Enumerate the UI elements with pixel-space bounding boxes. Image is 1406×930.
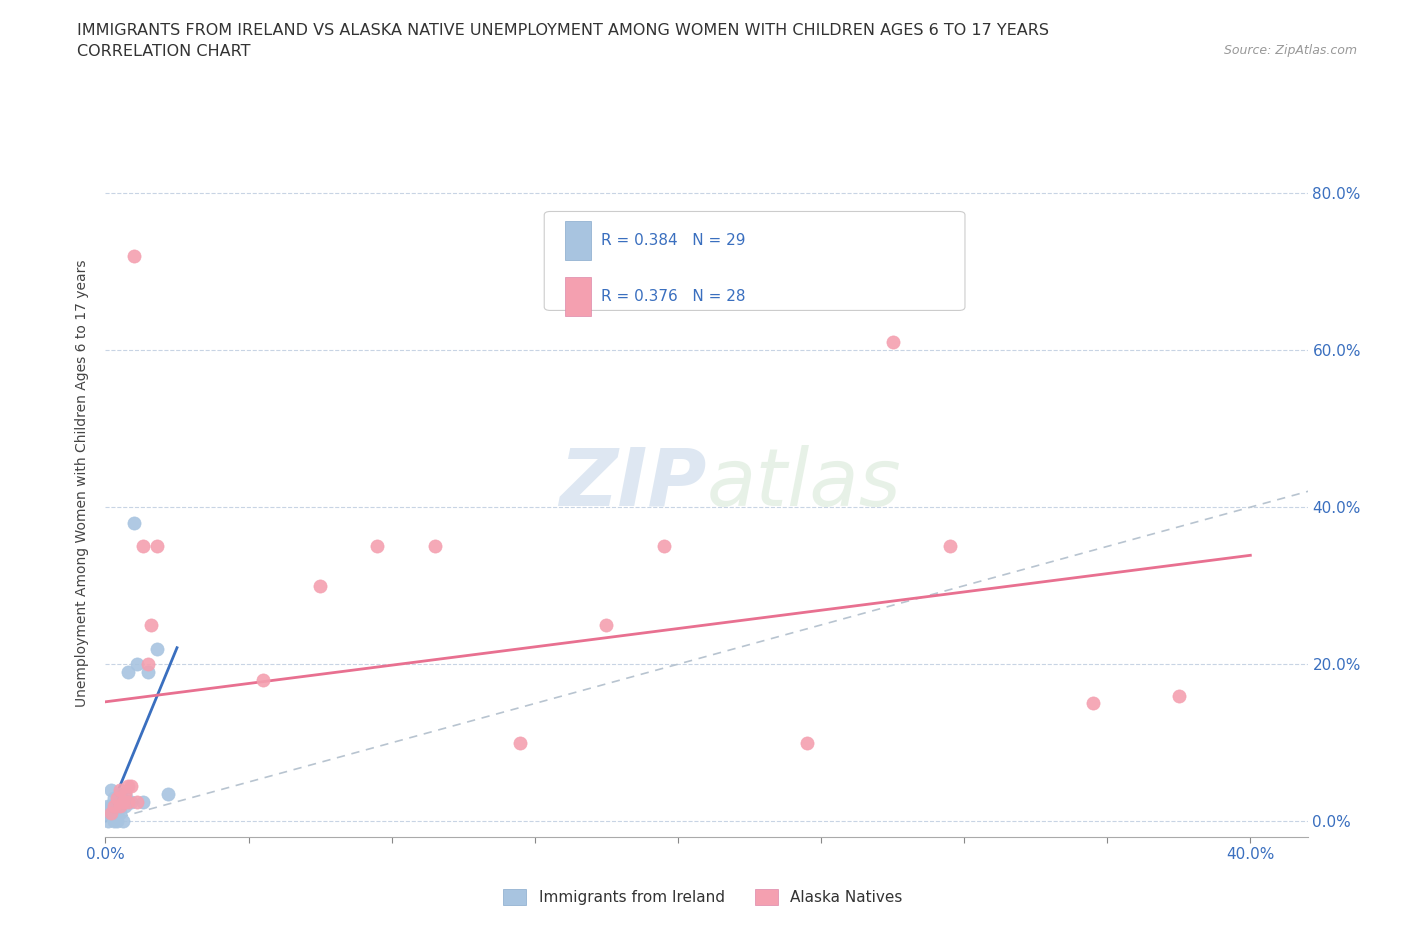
Point bbox=[146, 641, 169, 656]
Point bbox=[309, 578, 332, 593]
Point bbox=[94, 806, 117, 821]
Point bbox=[108, 782, 131, 797]
Point bbox=[108, 798, 131, 813]
Point bbox=[120, 778, 142, 793]
Point bbox=[796, 736, 818, 751]
Point bbox=[138, 657, 160, 671]
Text: IMMIGRANTS FROM IRELAND VS ALASKA NATIVE UNEMPLOYMENT AMONG WOMEN WITH CHILDREN : IMMIGRANTS FROM IRELAND VS ALASKA NATIVE… bbox=[77, 23, 1049, 38]
Point bbox=[97, 798, 120, 813]
Point bbox=[111, 794, 134, 809]
Point bbox=[1167, 688, 1189, 703]
FancyBboxPatch shape bbox=[544, 211, 965, 311]
Point bbox=[595, 618, 617, 632]
Point bbox=[117, 794, 139, 809]
Point bbox=[146, 539, 169, 554]
Point bbox=[108, 806, 131, 821]
Point bbox=[100, 806, 122, 821]
Point bbox=[97, 814, 120, 829]
Point bbox=[138, 665, 160, 680]
Point bbox=[122, 515, 145, 530]
Point bbox=[125, 794, 148, 809]
Point bbox=[105, 806, 128, 821]
Point bbox=[100, 782, 122, 797]
Text: ZIP: ZIP bbox=[560, 445, 707, 523]
Point bbox=[652, 539, 675, 554]
Text: CORRELATION CHART: CORRELATION CHART bbox=[77, 44, 250, 59]
Point bbox=[114, 787, 136, 802]
Point bbox=[108, 787, 131, 802]
Y-axis label: Unemployment Among Women with Children Ages 6 to 17 years: Unemployment Among Women with Children A… bbox=[76, 259, 90, 708]
Point bbox=[114, 798, 136, 813]
Text: atlas: atlas bbox=[707, 445, 901, 523]
FancyBboxPatch shape bbox=[565, 277, 591, 316]
Point bbox=[141, 618, 163, 632]
Text: R = 0.376   N = 28: R = 0.376 N = 28 bbox=[600, 289, 745, 304]
Point bbox=[103, 790, 125, 805]
Text: Source: ZipAtlas.com: Source: ZipAtlas.com bbox=[1223, 44, 1357, 57]
Point bbox=[103, 806, 125, 821]
Point bbox=[423, 539, 446, 554]
Point bbox=[939, 539, 962, 554]
Point bbox=[100, 798, 122, 813]
Point bbox=[125, 657, 148, 671]
Point bbox=[122, 248, 145, 263]
Point bbox=[131, 794, 153, 809]
Point bbox=[105, 794, 128, 809]
FancyBboxPatch shape bbox=[565, 220, 591, 259]
Point bbox=[111, 814, 134, 829]
Point bbox=[1081, 696, 1104, 711]
Point bbox=[103, 798, 125, 813]
Point bbox=[882, 335, 904, 350]
Point bbox=[114, 787, 136, 802]
Point bbox=[509, 736, 531, 751]
Point bbox=[105, 798, 128, 813]
Point bbox=[108, 798, 131, 813]
Point bbox=[131, 539, 153, 554]
Point bbox=[103, 814, 125, 829]
Point bbox=[366, 539, 388, 554]
Point bbox=[100, 806, 122, 821]
Point bbox=[252, 672, 274, 687]
Point bbox=[103, 798, 125, 813]
Point bbox=[120, 794, 142, 809]
Legend: Immigrants from Ireland, Alaska Natives: Immigrants from Ireland, Alaska Natives bbox=[498, 883, 908, 911]
Text: R = 0.384   N = 29: R = 0.384 N = 29 bbox=[600, 232, 745, 247]
Point bbox=[105, 814, 128, 829]
Point bbox=[117, 778, 139, 793]
Point bbox=[117, 665, 139, 680]
Point bbox=[105, 790, 128, 805]
Point bbox=[111, 794, 134, 809]
Point bbox=[157, 787, 180, 802]
